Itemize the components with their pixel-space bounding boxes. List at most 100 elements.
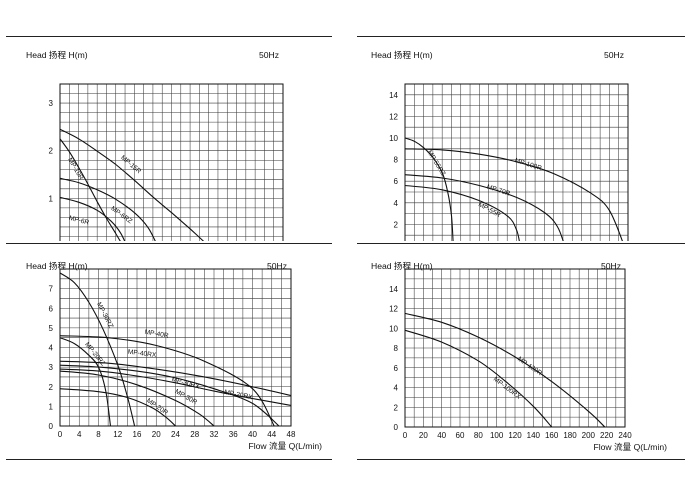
chart0-curve-mp-15r bbox=[59, 128, 205, 241]
chart0-head-label: Head 扬程 H(m) bbox=[26, 49, 88, 60]
chart3-x-tick-label: 200 bbox=[582, 431, 596, 440]
chart3-curve-label-mp-120r: MP-120R bbox=[516, 356, 543, 378]
chart3-x-tick-label: 0 bbox=[403, 431, 408, 440]
chart2-y-tick-label: 3 bbox=[49, 363, 54, 372]
chart0-y-tick-label: 2 bbox=[49, 147, 54, 156]
chart2-x-tick-label: 20 bbox=[152, 430, 161, 439]
chart2-y-tick-label: 7 bbox=[49, 285, 54, 294]
chart2-x-tick-label: 4 bbox=[77, 430, 82, 439]
chart2-curve-mp-20rx bbox=[59, 368, 292, 406]
chart2-curve-mp-40r bbox=[59, 335, 275, 427]
divider-line-top-right bbox=[357, 36, 685, 37]
chart1-curve-mp-70r bbox=[404, 174, 564, 241]
chart1-y-tick-label: 6 bbox=[394, 177, 399, 186]
chart1-frequency-label: 50Hz bbox=[604, 50, 624, 60]
chart3-y-tick-label: 14 bbox=[389, 285, 398, 294]
divider-line-bottom-left bbox=[6, 459, 332, 460]
chart3-y-tick-label: 4 bbox=[394, 384, 399, 393]
chart2-x-tick-label: 24 bbox=[171, 430, 180, 439]
chart2-y-tick-label: 1 bbox=[49, 402, 54, 411]
chart3-x-tick-label: 140 bbox=[527, 431, 541, 440]
chart3-y-tick-label: 12 bbox=[389, 305, 398, 314]
chart2-x-tick-label: 12 bbox=[113, 430, 122, 439]
chart2-y-tick-label: 6 bbox=[49, 304, 54, 313]
chart2-x-tick-label: 40 bbox=[248, 430, 257, 439]
chart0-plot-frame bbox=[59, 83, 284, 241]
chart2-curve-label-mp-20rx: MP-20RX bbox=[224, 389, 254, 401]
chart2-y-tick-label: 2 bbox=[49, 383, 54, 392]
chart2-x-tick-label: 36 bbox=[229, 430, 238, 439]
chart3-flow-axis-label: Flow 流量 Q(L/min) bbox=[593, 441, 667, 452]
chart2-curve-mp-30rx bbox=[59, 364, 280, 427]
chart2-frequency-label: 50Hz bbox=[267, 261, 287, 271]
chart3-frequency-label: 50Hz bbox=[601, 261, 621, 271]
chart0-curve-label-mp-6r: MP-6R bbox=[68, 215, 90, 227]
chart0-curve-label-mp-15r: MP-15R bbox=[119, 154, 142, 175]
chart1-curve-mp-55rz bbox=[404, 137, 454, 241]
divider-line-top-left bbox=[6, 36, 332, 37]
chart2-curve-mp-30rz bbox=[59, 272, 136, 427]
chart0-grid bbox=[59, 83, 284, 241]
chart0-y-tick-label: 3 bbox=[49, 99, 54, 108]
chart3-y-tick-label: 2 bbox=[394, 403, 399, 412]
chart1-curve-mp-100r bbox=[404, 148, 623, 241]
chart3-grid bbox=[404, 268, 626, 428]
chart3-curve-mp-100rx bbox=[404, 329, 553, 428]
chart3-x-tick-label: 60 bbox=[456, 431, 465, 440]
chart2-curve-label-mp-30rz: MP-30RZ bbox=[95, 301, 114, 329]
chart0-curve-label-mp-10r: MP-10R bbox=[66, 157, 84, 182]
chart2-x-tick-label: 44 bbox=[267, 430, 276, 439]
chart3-x-tick-label: 100 bbox=[490, 431, 504, 440]
chart3-y-tick-label: 6 bbox=[394, 364, 399, 373]
chart0-curve-mp-10r bbox=[59, 138, 121, 241]
chart0-y-tick-label: 1 bbox=[49, 194, 54, 203]
chart2-flow-axis-label: Flow 流量 Q(L/min) bbox=[248, 440, 322, 451]
divider-line-middle-right bbox=[357, 243, 685, 244]
chart3-y-tick-label: 10 bbox=[389, 324, 398, 333]
chart3-x-tick-label: 40 bbox=[437, 431, 446, 440]
chart2-x-tick-label: 48 bbox=[287, 430, 296, 439]
divider-line-bottom-right bbox=[357, 459, 685, 460]
chart1-y-tick-label: 12 bbox=[389, 112, 398, 121]
chart3-x-tick-label: 240 bbox=[618, 431, 632, 440]
chart2-curve-label-mp-20rz: MP-20RZ bbox=[83, 341, 106, 367]
chart2-y-tick-label: 5 bbox=[49, 324, 54, 333]
chart3-x-tick-label: 80 bbox=[474, 431, 483, 440]
chart0-frequency-label: 50Hz bbox=[259, 50, 279, 60]
chart2-x-tick-label: 8 bbox=[96, 430, 101, 439]
chart0-curve-mp-6r bbox=[59, 196, 126, 241]
chart2-y-tick-label: 4 bbox=[49, 344, 54, 353]
chart1-y-tick-label: 10 bbox=[389, 134, 398, 143]
chart3-y-tick-label: 8 bbox=[394, 344, 399, 353]
chart2-curve-label-mp-40r: MP-40R bbox=[144, 329, 169, 340]
chart3-x-tick-label: 180 bbox=[563, 431, 577, 440]
chart2-x-tick-label: 32 bbox=[210, 430, 219, 439]
chart1-y-tick-label: 8 bbox=[394, 156, 399, 165]
chart2-head-label: Head 扬程 H(m) bbox=[26, 260, 88, 271]
chart2-curve-label-mp-40rx: MP-40RX bbox=[127, 349, 157, 360]
chart2-curve-mp-20r bbox=[59, 388, 176, 427]
chart2-curve-mp-40rx bbox=[59, 360, 292, 397]
chart3-head-label: Head 扬程 H(m) bbox=[371, 260, 433, 271]
chart1-y-tick-label: 4 bbox=[394, 199, 399, 208]
chart1-head-label: Head 扬程 H(m) bbox=[371, 49, 433, 60]
chart1-grid bbox=[404, 83, 629, 241]
chart2-curve-mp-20rz bbox=[59, 337, 112, 427]
chart2-x-tick-label: 28 bbox=[190, 430, 199, 439]
chart3-x-tick-label: 220 bbox=[600, 431, 614, 440]
chart1-plot-frame bbox=[404, 83, 629, 241]
chart1-y-tick-label: 2 bbox=[394, 220, 399, 229]
chart2-curve-mp-30r bbox=[59, 370, 215, 427]
chart3-x-tick-label: 120 bbox=[508, 431, 522, 440]
chart3-x-tick-label: 160 bbox=[545, 431, 559, 440]
chart3-plot-frame bbox=[404, 268, 626, 428]
chart3-y-tick-label: 0 bbox=[394, 423, 399, 432]
chart3-curve-mp-120r bbox=[404, 312, 606, 428]
chart3-x-tick-label: 20 bbox=[419, 431, 428, 440]
chart1-curve-mp-55r bbox=[404, 184, 520, 241]
chart2-y-tick-label: 0 bbox=[49, 422, 54, 431]
